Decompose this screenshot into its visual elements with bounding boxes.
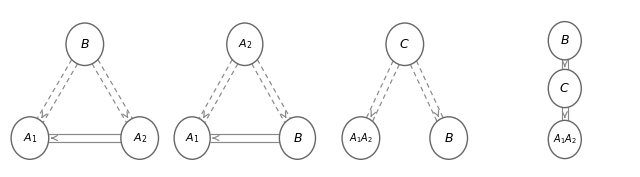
Text: $A_1 A_2$: $A_1 A_2$ — [553, 133, 577, 146]
Ellipse shape — [121, 117, 159, 159]
Ellipse shape — [342, 117, 380, 159]
Ellipse shape — [548, 69, 581, 108]
Text: $C$: $C$ — [399, 38, 410, 51]
Text: $A_2$: $A_2$ — [237, 37, 252, 51]
Ellipse shape — [66, 23, 104, 65]
Ellipse shape — [280, 117, 316, 159]
Ellipse shape — [227, 23, 263, 65]
Ellipse shape — [548, 120, 581, 159]
Text: $B$: $B$ — [444, 132, 454, 145]
Ellipse shape — [548, 22, 581, 60]
Text: $B$: $B$ — [560, 34, 570, 47]
Ellipse shape — [11, 117, 49, 159]
Text: $A_1$: $A_1$ — [185, 131, 200, 145]
Text: $B$: $B$ — [80, 38, 90, 51]
Ellipse shape — [430, 117, 467, 159]
Text: $A_1 A_2$: $A_1 A_2$ — [349, 131, 373, 145]
Text: $B$: $B$ — [292, 132, 302, 145]
Ellipse shape — [386, 23, 424, 65]
Ellipse shape — [174, 117, 210, 159]
Text: $A_2$: $A_2$ — [132, 131, 147, 145]
Text: $A_1$: $A_1$ — [22, 131, 37, 145]
Text: $C$: $C$ — [559, 82, 570, 95]
